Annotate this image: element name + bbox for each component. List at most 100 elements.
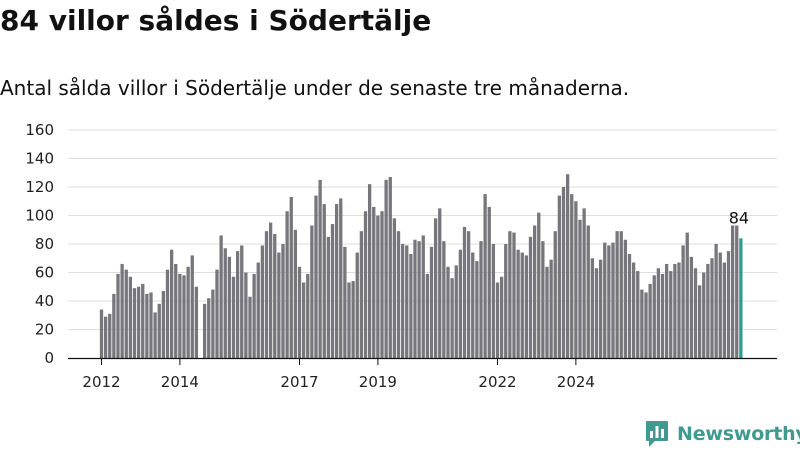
bar bbox=[458, 249, 463, 358]
bar bbox=[499, 276, 504, 358]
bar bbox=[182, 275, 186, 358]
bar bbox=[487, 206, 491, 358]
bar bbox=[388, 177, 392, 358]
bar bbox=[343, 246, 347, 358]
bar bbox=[108, 313, 112, 358]
bar bbox=[223, 248, 227, 358]
bar bbox=[157, 303, 161, 358]
bar bbox=[330, 224, 335, 358]
x-tick-label: 2017 bbox=[280, 373, 318, 391]
bar bbox=[578, 219, 582, 358]
bar bbox=[413, 239, 417, 358]
bar bbox=[153, 312, 157, 358]
bar bbox=[405, 245, 409, 358]
bar bbox=[495, 282, 500, 358]
bar bbox=[454, 265, 458, 358]
bar bbox=[334, 204, 339, 358]
bar bbox=[438, 208, 442, 358]
bar bbox=[211, 289, 215, 358]
bar bbox=[285, 211, 289, 358]
bar bbox=[116, 273, 120, 358]
newsworthy-logo: Newsworthy bbox=[645, 420, 800, 448]
bar bbox=[648, 283, 652, 358]
bar bbox=[590, 258, 595, 358]
bar bbox=[186, 266, 190, 358]
bar bbox=[124, 269, 128, 358]
bar bbox=[603, 242, 607, 358]
bar bbox=[607, 245, 611, 358]
bar bbox=[132, 288, 137, 358]
bar bbox=[532, 225, 537, 358]
bar bbox=[281, 244, 285, 358]
bar bbox=[735, 225, 739, 358]
bar bbox=[235, 251, 240, 358]
bar bbox=[582, 208, 586, 358]
bar bbox=[673, 263, 677, 358]
bar bbox=[256, 262, 260, 358]
bar bbox=[714, 244, 718, 358]
bar bbox=[244, 272, 248, 358]
bar bbox=[252, 273, 256, 358]
bar bbox=[103, 316, 108, 358]
bar bbox=[372, 206, 376, 358]
bar bbox=[644, 292, 648, 358]
bar bbox=[310, 225, 314, 358]
bar bbox=[557, 195, 562, 358]
bar bbox=[384, 179, 388, 358]
bar bbox=[586, 225, 590, 358]
bar bbox=[367, 184, 372, 358]
y-tick-label: 40 bbox=[35, 292, 54, 310]
bar bbox=[190, 255, 194, 358]
bar bbox=[726, 251, 731, 358]
bar bbox=[706, 263, 710, 358]
bar bbox=[524, 255, 529, 358]
bar bbox=[268, 222, 273, 358]
bar bbox=[145, 293, 149, 358]
bar bbox=[169, 249, 174, 358]
bar bbox=[277, 252, 281, 358]
bar bbox=[553, 231, 557, 358]
bar bbox=[631, 262, 636, 358]
bar bbox=[669, 271, 673, 358]
bar bbox=[194, 286, 199, 358]
bar bbox=[565, 174, 570, 358]
bar bbox=[681, 245, 685, 358]
bar bbox=[355, 252, 359, 358]
bar bbox=[541, 241, 545, 358]
bar bbox=[722, 262, 727, 358]
bar bbox=[685, 232, 689, 358]
bar bbox=[380, 211, 384, 358]
bar bbox=[409, 253, 413, 358]
bar-latest bbox=[739, 238, 743, 358]
bar bbox=[128, 276, 133, 358]
bar bbox=[425, 273, 430, 358]
bar bbox=[396, 231, 401, 358]
bar bbox=[483, 194, 487, 358]
bar bbox=[512, 232, 516, 358]
x-tick-label: 2024 bbox=[557, 373, 595, 391]
bar bbox=[240, 245, 244, 358]
bar bbox=[306, 273, 310, 358]
x-tick-label: 2019 bbox=[359, 373, 397, 391]
bar bbox=[120, 263, 124, 358]
bar bbox=[718, 252, 722, 358]
chart-title: 84 villor såldes i Södertälje bbox=[0, 4, 432, 37]
bar bbox=[433, 218, 438, 358]
bar bbox=[462, 226, 467, 358]
bar bbox=[351, 281, 355, 358]
annotations: 84 bbox=[729, 208, 749, 227]
bar bbox=[227, 256, 232, 358]
bar bbox=[429, 246, 434, 358]
newsworthy-logo-icon bbox=[646, 421, 668, 447]
x-tick-label: 2022 bbox=[478, 373, 516, 391]
bar bbox=[516, 249, 520, 358]
bar bbox=[528, 236, 533, 358]
bar bbox=[710, 258, 714, 358]
bar bbox=[615, 231, 619, 358]
bar bbox=[656, 268, 661, 358]
bar bbox=[314, 195, 318, 358]
bar bbox=[112, 293, 116, 358]
bar bbox=[504, 244, 508, 358]
bar bbox=[623, 239, 628, 358]
